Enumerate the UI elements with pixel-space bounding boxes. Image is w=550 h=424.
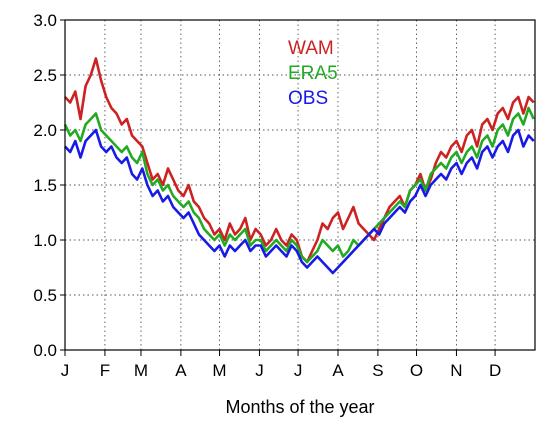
y-tick-label: 3.0	[33, 11, 57, 30]
y-tick-label: 0.0	[33, 341, 57, 360]
x-tick-label: J	[294, 361, 303, 380]
series-line-obs	[64, 128, 535, 275]
x-tick-label: O	[410, 361, 423, 380]
legend: WAM ERA5 OBS	[288, 38, 338, 109]
y-tick-label: 2.5	[33, 66, 57, 85]
x-tick-label: D	[489, 361, 501, 380]
y-tick-label: 1.0	[33, 231, 57, 250]
legend-entry-obs: OBS	[288, 88, 328, 109]
x-tick-label: N	[450, 361, 462, 380]
x-tick-label: S	[372, 361, 383, 380]
x-tick-label: M	[212, 361, 226, 380]
legend-entry-wam: WAM	[288, 38, 334, 59]
x-tick-label: A	[175, 361, 187, 380]
y-axis: 0.0 0.5 1.0 1.5 2.0 2.5 3.0	[33, 11, 65, 360]
legend-entry-era5: ERA5	[288, 63, 338, 84]
x-tick-label: A	[332, 361, 344, 380]
x-tick-label: M	[134, 361, 148, 380]
x-tick-label: J	[255, 361, 264, 380]
y-tick-label: 0.5	[33, 286, 57, 305]
series-lines	[63, 57, 535, 275]
y-tick-label: 1.5	[33, 176, 57, 195]
x-axis-title: Months of the year	[225, 397, 374, 417]
y-tick-label: 2.0	[33, 121, 57, 140]
x-tick-label: J	[61, 361, 70, 380]
x-tick-label: F	[100, 361, 110, 380]
series-line-era5	[63, 106, 535, 264]
grid	[65, 20, 535, 350]
